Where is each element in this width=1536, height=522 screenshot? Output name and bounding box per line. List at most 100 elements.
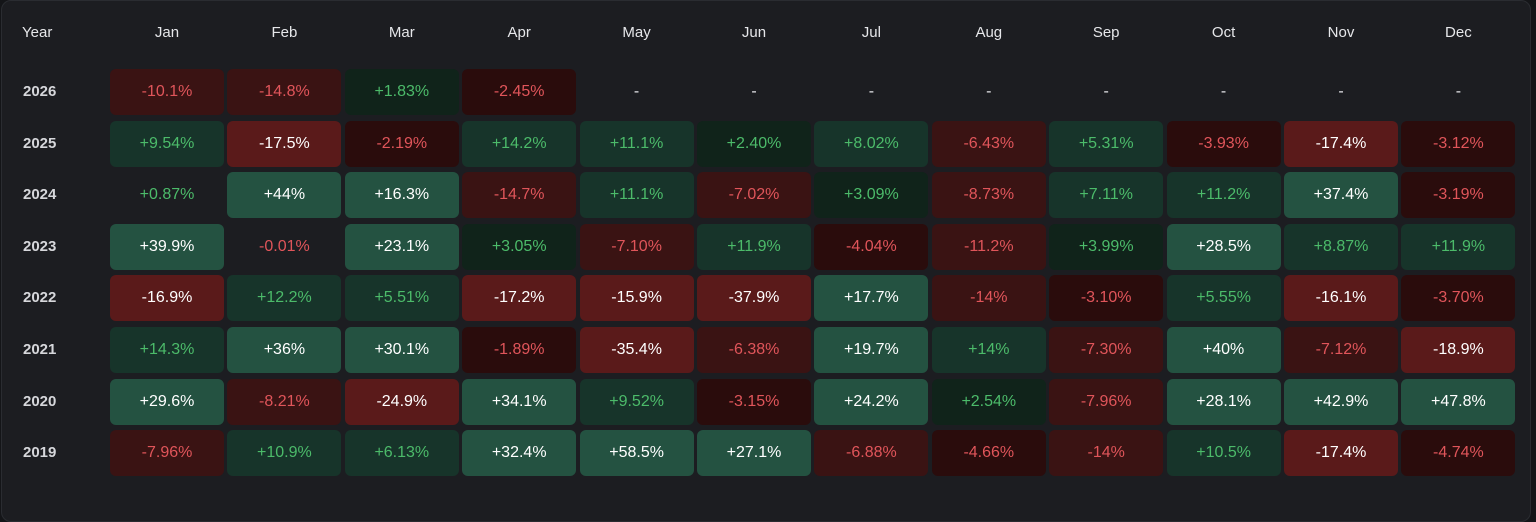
heatmap-cell: +11.1% bbox=[579, 120, 694, 167]
heatmap-cell: +5.31% bbox=[1049, 120, 1164, 167]
heatmap-cell: -8.73% bbox=[931, 172, 1046, 219]
heatmap-cell: -3.19% bbox=[1401, 172, 1516, 219]
heatmap-cell: +3.05% bbox=[462, 223, 577, 270]
heatmap-cell: +28.5% bbox=[1166, 223, 1281, 270]
heatmap-cell: -1.89% bbox=[462, 327, 577, 373]
heatmap-cell: - bbox=[1220, 83, 1227, 100]
heatmap-cell: +23.1% bbox=[344, 223, 459, 270]
heatmap-cell: +58.5% bbox=[579, 430, 694, 477]
heatmap-cell: -17.4% bbox=[1284, 120, 1398, 167]
heatmap-cell: - bbox=[1103, 83, 1109, 100]
heatmap-cell: +14.3% bbox=[110, 327, 224, 373]
heatmap-cell: +8.87% bbox=[1284, 223, 1398, 270]
heatmap-cell: +9.52% bbox=[579, 378, 694, 425]
heatmap-cell: -17.4% bbox=[1284, 430, 1398, 477]
heatmap-cell: +11.1% bbox=[579, 172, 694, 219]
row-year: 2020 bbox=[23, 392, 57, 410]
heatmap-cell: +6.13% bbox=[344, 430, 459, 477]
header-month: Oct bbox=[1211, 24, 1236, 41]
heatmap-cell: -37.9% bbox=[697, 275, 811, 322]
heatmap-cell: +3.99% bbox=[1049, 223, 1164, 270]
heatmap-cell: -15.9% bbox=[579, 275, 694, 322]
heatmap-cell: -16.9% bbox=[110, 275, 224, 322]
row-year: 2022 bbox=[23, 289, 57, 307]
heatmap-cell: +9.54% bbox=[110, 120, 224, 167]
header-month: Aug bbox=[975, 24, 1003, 41]
heatmap-cell: +34.1% bbox=[462, 378, 577, 425]
heatmap-cell: +11.9% bbox=[1401, 223, 1516, 270]
heatmap-cell: - bbox=[751, 83, 757, 100]
heatmap-cell: -7.12% bbox=[1284, 327, 1398, 373]
heatmap-cell: +37.4% bbox=[1284, 172, 1398, 219]
heatmap-cell: -3.70% bbox=[1401, 275, 1516, 322]
heatmap-cell: +10.9% bbox=[227, 430, 342, 477]
heatmap-cell: - bbox=[986, 83, 992, 100]
heatmap-cell: - bbox=[1338, 83, 1344, 100]
heatmap-cell: -6.38% bbox=[697, 327, 811, 373]
heatmap-cell: +40% bbox=[1166, 327, 1281, 373]
header-year: Year bbox=[22, 24, 53, 41]
header-month: Apr bbox=[507, 24, 531, 41]
heatmap-cell: +2.40% bbox=[697, 120, 811, 167]
heatmap-cell: +8.02% bbox=[814, 120, 929, 167]
header-month: Feb bbox=[271, 24, 298, 41]
heatmap-cell: -18.9% bbox=[1401, 327, 1516, 373]
heatmap-cell: +10.5% bbox=[1166, 430, 1281, 477]
heatmap-cell: +39.9% bbox=[110, 223, 224, 270]
heatmap-cell: -7.02% bbox=[697, 172, 811, 219]
heatmap-cell: -2.19% bbox=[344, 120, 459, 167]
heatmap-cell: +5.51% bbox=[344, 275, 459, 322]
heatmap-cell: +36% bbox=[227, 327, 342, 373]
heatmap-cell: -4.66% bbox=[931, 430, 1046, 477]
row-year: 2026 bbox=[23, 83, 57, 100]
heatmap-cell: +44% bbox=[227, 172, 342, 219]
heatmap-cell: +5.55% bbox=[1166, 275, 1281, 322]
heatmap-cell: -6.88% bbox=[814, 430, 929, 477]
heatmap-cell: +14.2% bbox=[462, 120, 577, 167]
heatmap-cell: +12.2% bbox=[227, 275, 342, 322]
heatmap-cell: -14% bbox=[931, 275, 1046, 322]
header-month: Mar bbox=[388, 24, 415, 41]
header-month: Nov bbox=[1327, 24, 1355, 41]
heatmap-cell: -3.93% bbox=[1166, 120, 1281, 167]
heatmap-cell: -7.96% bbox=[110, 430, 224, 477]
heatmap-cell: -7.10% bbox=[579, 223, 694, 270]
heatmap-cell: +11.9% bbox=[697, 223, 811, 270]
header-month: Jan bbox=[154, 24, 180, 41]
heatmap-cell: +47.8% bbox=[1401, 378, 1516, 425]
heatmap-cell: -16.1% bbox=[1284, 275, 1398, 322]
row-year: 2021 bbox=[23, 341, 57, 358]
heatmap-cell: -4.04% bbox=[814, 223, 929, 270]
heatmap-cell: -11.2% bbox=[931, 223, 1046, 270]
heatmap-cell: -3.15% bbox=[697, 378, 811, 425]
heatmap-cell: +7.11% bbox=[1049, 172, 1164, 219]
heatmap-cell: -7.30% bbox=[1049, 327, 1164, 373]
heatmap-cell: - bbox=[868, 83, 875, 100]
heatmap-cell: - bbox=[1455, 83, 1462, 100]
heatmap-cell: -14% bbox=[1049, 430, 1164, 477]
heatmap-cell: +14% bbox=[931, 327, 1046, 373]
row-year: 2025 bbox=[23, 134, 57, 152]
row-year: 2024 bbox=[23, 186, 57, 204]
heatmap-cell: -3.10% bbox=[1049, 275, 1164, 322]
header-month: Dec bbox=[1445, 24, 1472, 41]
heatmap-cell: +1.83% bbox=[344, 69, 459, 115]
heatmap-cell: -14.8% bbox=[227, 69, 342, 115]
heatmap-cell: - bbox=[633, 83, 640, 100]
heatmap-cell: +27.1% bbox=[697, 430, 811, 477]
heatmap-cell: -35.4% bbox=[579, 327, 694, 373]
heatmap-cell: -6.43% bbox=[931, 120, 1046, 167]
row-year: 2019 bbox=[23, 444, 57, 462]
heatmap-cell: -3.12% bbox=[1401, 120, 1516, 167]
heatmap-cell: +11.2% bbox=[1166, 172, 1281, 219]
heatmap-cell: +30.1% bbox=[344, 327, 459, 373]
heatmap-cell: -4.74% bbox=[1401, 430, 1516, 477]
heatmap-cell: -8.21% bbox=[227, 378, 342, 425]
heatmap-cell: +32.4% bbox=[462, 430, 577, 477]
header-month: Jul bbox=[861, 24, 881, 41]
heatmap-cell: +16.3% bbox=[344, 172, 459, 219]
heatmap-cell: -17.2% bbox=[462, 275, 577, 322]
heatmap-cell: -24.9% bbox=[344, 378, 459, 425]
heatmap-cell: +24.2% bbox=[814, 378, 929, 425]
heatmap-cell: +0.87% bbox=[139, 186, 195, 204]
